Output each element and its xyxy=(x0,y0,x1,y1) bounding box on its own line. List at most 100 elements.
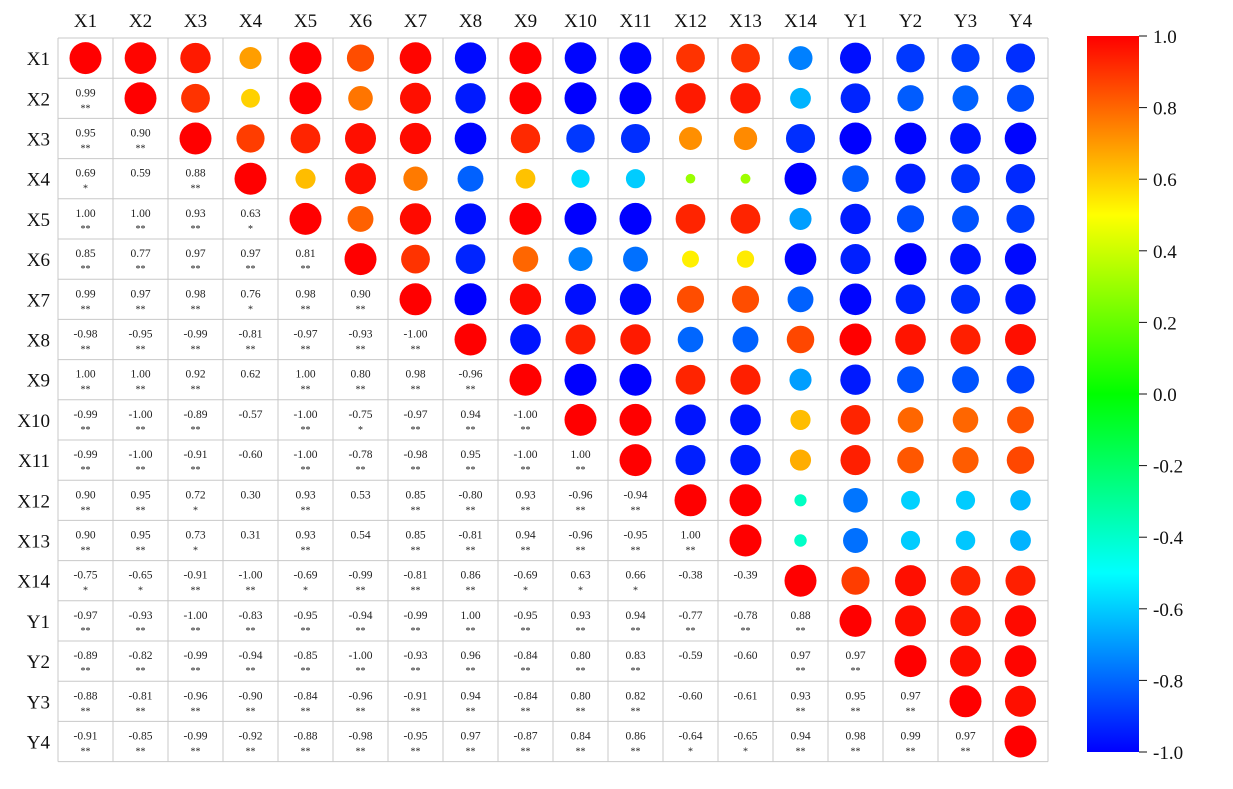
correlation-circle xyxy=(399,283,432,316)
significance-mark: ** xyxy=(301,546,311,557)
significance-mark: ** xyxy=(851,666,861,677)
correlation-circle xyxy=(454,323,487,356)
correlation-value: 0.95 xyxy=(460,449,480,461)
correlation-circle xyxy=(951,44,980,73)
column-label: X5 xyxy=(294,11,317,32)
significance-mark: ** xyxy=(466,465,476,476)
correlation-circle xyxy=(676,285,705,313)
significance-mark: ** xyxy=(356,304,366,315)
significance-mark: ** xyxy=(851,706,861,717)
correlation-value: 0.93 xyxy=(790,690,810,702)
significance-mark: ** xyxy=(81,465,91,476)
correlation-circle xyxy=(346,44,375,72)
significance-mark: * xyxy=(83,184,88,195)
correlation-value: -0.64 xyxy=(679,731,703,743)
significance-mark: ** xyxy=(796,666,806,677)
correlation-value: 0.82 xyxy=(625,690,645,702)
correlation-circle xyxy=(894,243,927,276)
correlation-value: -0.96 xyxy=(184,690,208,702)
correlation-circle xyxy=(69,42,102,75)
correlation-value: -1.00 xyxy=(184,610,208,622)
correlation-circle xyxy=(124,42,157,74)
correlation-value: 0.85 xyxy=(75,248,95,260)
correlation-circle xyxy=(730,444,761,476)
correlation-circle xyxy=(729,524,762,557)
significance-mark: ** xyxy=(411,546,421,557)
correlation-circle xyxy=(955,490,976,510)
colorbar-tick-label: -0.6 xyxy=(1153,600,1183,621)
significance-mark: ** xyxy=(136,144,146,155)
correlation-value: 0.98 xyxy=(185,288,205,300)
correlation-circle xyxy=(685,173,696,184)
significance-mark: ** xyxy=(191,586,201,597)
correlation-value: -1.00 xyxy=(294,409,318,421)
correlation-circle xyxy=(901,490,920,510)
correlation-circle xyxy=(840,83,871,114)
correlation-value: 0.97 xyxy=(130,288,150,300)
significance-mark: ** xyxy=(576,505,586,516)
significance-mark: * xyxy=(193,505,198,516)
column-label: X14 xyxy=(784,11,817,32)
row-label: Y2 xyxy=(27,652,50,673)
significance-mark: ** xyxy=(246,747,256,758)
correlation-value: -0.96 xyxy=(569,489,593,501)
correlation-circle xyxy=(950,123,981,154)
correlation-circle xyxy=(509,42,542,75)
correlation-value: 0.95 xyxy=(845,690,865,702)
significance-mark: ** xyxy=(81,224,91,235)
correlation-circle xyxy=(1006,84,1035,112)
correlation-circle xyxy=(620,324,651,355)
significance-mark: ** xyxy=(81,747,91,758)
significance-mark: ** xyxy=(631,505,641,516)
row-label: X9 xyxy=(27,371,50,392)
correlation-circle xyxy=(839,604,872,637)
correlation-value: -0.59 xyxy=(679,650,703,662)
correlation-value: -0.99 xyxy=(404,610,428,622)
correlation-circle xyxy=(1006,204,1035,233)
correlation-circle xyxy=(344,243,377,276)
significance-mark: ** xyxy=(191,385,201,396)
correlation-circle xyxy=(403,166,428,191)
correlation-value: -0.75 xyxy=(349,409,373,421)
correlation-value: 0.59 xyxy=(130,168,150,180)
correlation-circle xyxy=(124,82,157,115)
significance-mark: ** xyxy=(411,425,421,436)
correlation-value: -0.96 xyxy=(349,690,373,702)
correlation-circle xyxy=(454,42,487,74)
significance-mark: ** xyxy=(521,465,531,476)
correlation-value: -0.93 xyxy=(129,610,153,622)
correlation-circle xyxy=(674,484,707,517)
correlation-circle xyxy=(619,202,652,235)
correlation-circle xyxy=(950,284,981,314)
correlation-circle xyxy=(1007,406,1034,434)
row-label: X2 xyxy=(27,89,50,110)
significance-mark: ** xyxy=(136,425,146,436)
correlation-value: 0.90 xyxy=(350,288,370,300)
row-label: Y4 xyxy=(27,733,51,754)
correlation-value: 0.98 xyxy=(295,288,315,300)
correlation-value: -0.96 xyxy=(459,369,483,381)
correlation-value: -0.82 xyxy=(129,650,153,662)
significance-mark: * xyxy=(688,747,693,758)
significance-mark: ** xyxy=(411,505,421,516)
correlation-value: -0.91 xyxy=(74,731,98,743)
correlation-value: 0.31 xyxy=(240,530,260,542)
row-label: X6 xyxy=(27,250,50,271)
correlation-value: 0.80 xyxy=(350,369,370,381)
significance-mark: ** xyxy=(81,546,91,557)
correlation-value: -0.69 xyxy=(514,570,538,582)
significance-mark: ** xyxy=(81,505,91,516)
correlation-circle xyxy=(794,534,807,547)
correlation-value: 0.90 xyxy=(75,530,95,542)
significance-mark: ** xyxy=(246,345,256,356)
significance-mark: ** xyxy=(136,546,146,557)
correlation-value: 0.95 xyxy=(130,530,150,542)
correlation-value: 0.99 xyxy=(75,87,95,99)
correlation-value: 0.63 xyxy=(570,570,590,582)
correlation-value: -1.00 xyxy=(294,449,318,461)
correlation-circle xyxy=(1004,243,1037,275)
correlation-value: -0.39 xyxy=(734,570,758,582)
correlation-value: -0.96 xyxy=(569,530,593,542)
significance-mark: ** xyxy=(466,586,476,597)
correlation-value: -0.95 xyxy=(129,329,153,341)
